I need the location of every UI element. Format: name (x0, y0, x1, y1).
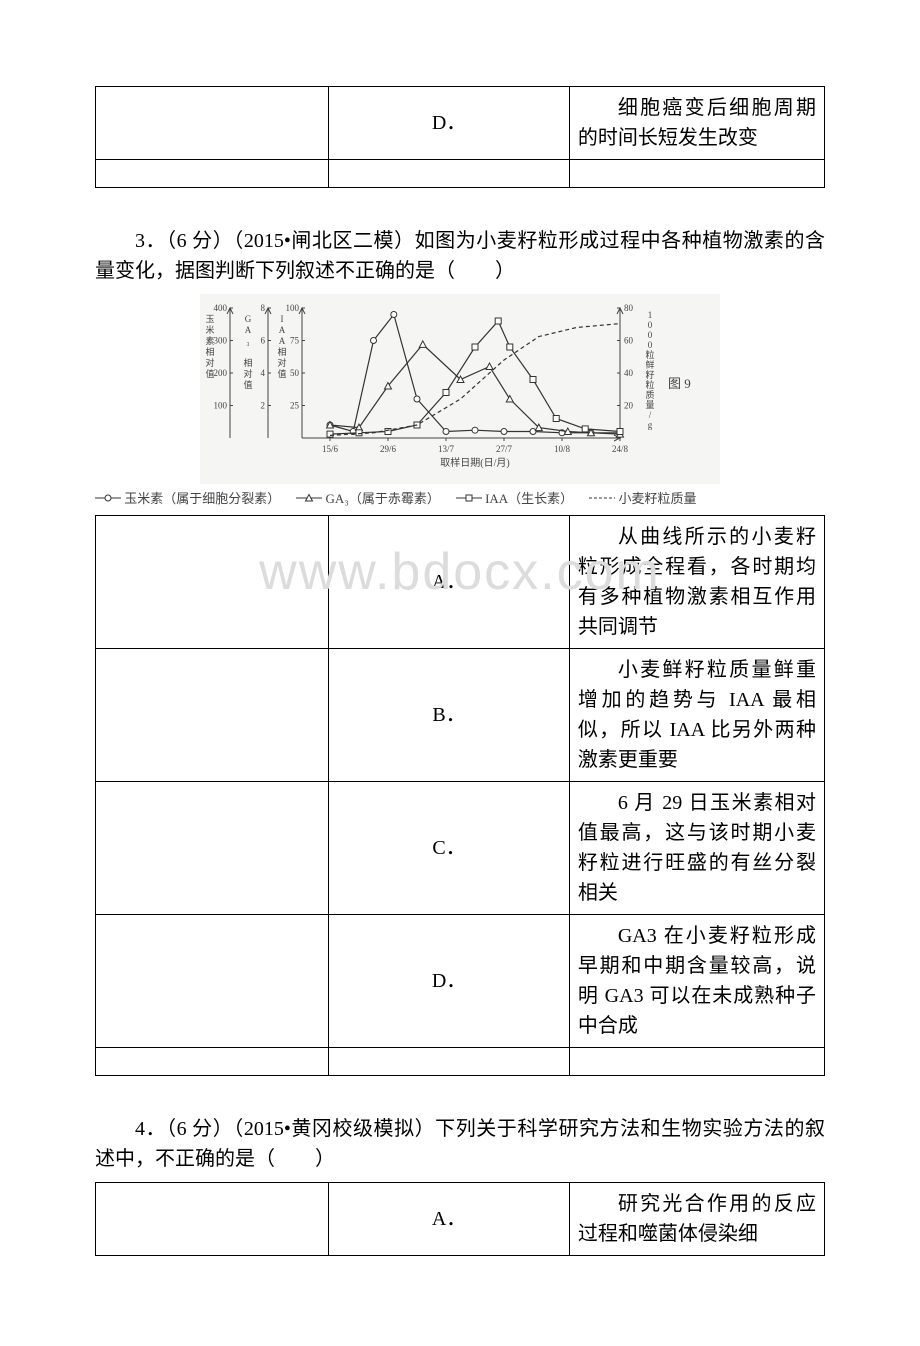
svg-text:300: 300 (214, 336, 228, 346)
svg-text:对: 对 (277, 357, 286, 368)
svg-text:13/7: 13/7 (438, 444, 455, 454)
option-letter: A． (329, 515, 570, 648)
svg-text:鲜: 鲜 (645, 359, 654, 370)
q3-chart: 100200300400玉米素相对值2468GA₃ 相对值255075100IA… (95, 294, 825, 509)
svg-text:24/8: 24/8 (612, 444, 629, 454)
svg-text:1: 1 (648, 310, 653, 320)
svg-text:27/7: 27/7 (496, 444, 513, 454)
svg-text:80: 80 (624, 303, 634, 313)
svg-text:0: 0 (648, 330, 653, 340)
svg-text:40: 40 (624, 368, 634, 378)
option-letter: D． (329, 914, 570, 1047)
svg-text:20: 20 (624, 401, 634, 411)
q4-options-table: A．研究光合作用的反应过程和噬菌体侵染细 (95, 1182, 825, 1256)
cell-blank (96, 648, 329, 781)
table-row: A．从曲线所示的小麦籽粒形成全程看，各时期均有多种植物激素相互作用共同调节 (96, 515, 825, 648)
svg-text:100: 100 (214, 401, 228, 411)
option-letter: D． (329, 87, 570, 160)
svg-text:400: 400 (214, 303, 228, 313)
table-row-empty (96, 160, 825, 188)
svg-text:A: A (245, 325, 252, 335)
svg-text:取样日期(日/月): 取样日期(日/月) (440, 456, 509, 469)
svg-text:对: 对 (243, 368, 252, 379)
svg-text:籽: 籽 (645, 369, 654, 380)
svg-text:A: A (279, 336, 286, 346)
svg-text:8: 8 (261, 303, 266, 313)
svg-text:₃: ₃ (246, 336, 249, 346)
svg-text:A: A (279, 325, 286, 335)
svg-text:50: 50 (290, 368, 300, 378)
q4-stem: 4．（6 分）（2015•黄冈校级模拟）下列关于科学研究方法和生物实验方法的叙述… (95, 1114, 825, 1174)
svg-text:玉: 玉 (205, 314, 214, 324)
cell-blank (96, 515, 329, 648)
table-row: D． 细胞癌变后细胞周期的时间长短发生改变 (96, 87, 825, 160)
svg-text:60: 60 (624, 336, 634, 346)
option-text: 研究光合作用的反应过程和噬菌体侵染细 (569, 1182, 824, 1255)
table-row: D．GA3 在小麦籽粒形成早期和中期含量较高，说明 GA3 可以在未成熟种子中合… (96, 914, 825, 1047)
svg-text:相: 相 (243, 357, 252, 368)
option-text: 6 月 29 日玉米素相对值最高，这与该时期小麦籽粒进行旺盛的有丝分裂相关 (569, 781, 824, 914)
table-row: B．小麦鲜籽粒质量鲜重增加的趋势与 IAA 最相似，所以 IAA 比另外两种激素… (96, 648, 825, 781)
cell-blank (96, 87, 329, 160)
svg-text:6: 6 (261, 336, 266, 346)
q3-stem: 3．（6 分）（2015•闸北区二模）如图为小麦籽粒形成过程中各种植物激素的含量… (95, 226, 825, 286)
option-text: 小麦鲜籽粒质量鲜重增加的趋势与 IAA 最相似，所以 IAA 比另外两种激素更重… (569, 648, 824, 781)
svg-text:29/6: 29/6 (380, 444, 397, 454)
svg-text:200: 200 (214, 368, 228, 378)
svg-text:素: 素 (205, 335, 214, 346)
svg-text:值: 值 (205, 368, 214, 379)
svg-text:粒: 粒 (645, 349, 654, 360)
option-text: 细胞癌变后细胞周期的时间长短发生改变 (569, 87, 824, 160)
svg-text:图 9: 图 9 (668, 376, 691, 391)
svg-text:75: 75 (290, 336, 300, 346)
q2-options-table: D． 细胞癌变后细胞周期的时间长短发生改变 (95, 86, 825, 188)
svg-text:G: G (245, 314, 252, 324)
option-text: 从曲线所示的小麦籽粒形成全程看，各时期均有多种植物激素相互作用共同调节 (569, 515, 824, 648)
q3-legend: 玉米素（属于细胞分裂素） GA₃（属于赤霉素） IAA（生长素） 小麦籽粒质量 (95, 488, 825, 509)
svg-text:15/6: 15/6 (322, 444, 339, 454)
q3-options-table: A．从曲线所示的小麦籽粒形成全程看，各时期均有多种植物激素相互作用共同调节B．小… (95, 515, 825, 1076)
option-letter: B． (329, 648, 570, 781)
svg-text:25: 25 (290, 401, 300, 411)
q3-chart-svg: 100200300400玉米素相对值2468GA₃ 相对值255075100IA… (200, 294, 720, 484)
svg-text:10/8: 10/8 (554, 444, 571, 454)
option-letter: A． (329, 1182, 570, 1255)
table-row: A．研究光合作用的反应过程和噬菌体侵染细 (96, 1182, 825, 1255)
svg-text:100: 100 (286, 303, 300, 313)
svg-text:0: 0 (648, 320, 653, 330)
svg-text:粒: 粒 (645, 379, 654, 390)
svg-text:2: 2 (261, 401, 266, 411)
svg-text:值: 值 (277, 368, 286, 379)
cell-blank (96, 914, 329, 1047)
svg-text:对: 对 (205, 357, 214, 368)
table-row: C．6 月 29 日玉米素相对值最高，这与该时期小麦籽粒进行旺盛的有丝分裂相关 (96, 781, 825, 914)
svg-text:量: 量 (645, 400, 654, 410)
svg-text:米: 米 (205, 324, 214, 335)
option-letter: C． (329, 781, 570, 914)
svg-text:4: 4 (261, 368, 266, 378)
svg-text:g: g (648, 420, 653, 430)
cell-blank (96, 1182, 329, 1255)
option-text: GA3 在小麦籽粒形成早期和中期含量较高，说明 GA3 可以在未成熟种子中合成 (569, 914, 824, 1047)
cell-blank (96, 781, 329, 914)
svg-text:值: 值 (243, 379, 252, 390)
svg-text:相: 相 (277, 346, 286, 357)
svg-text:质: 质 (645, 389, 654, 400)
svg-text:I: I (281, 314, 284, 324)
svg-text:0: 0 (648, 340, 653, 350)
table-row-empty (96, 1047, 825, 1075)
svg-text:相: 相 (205, 346, 214, 357)
